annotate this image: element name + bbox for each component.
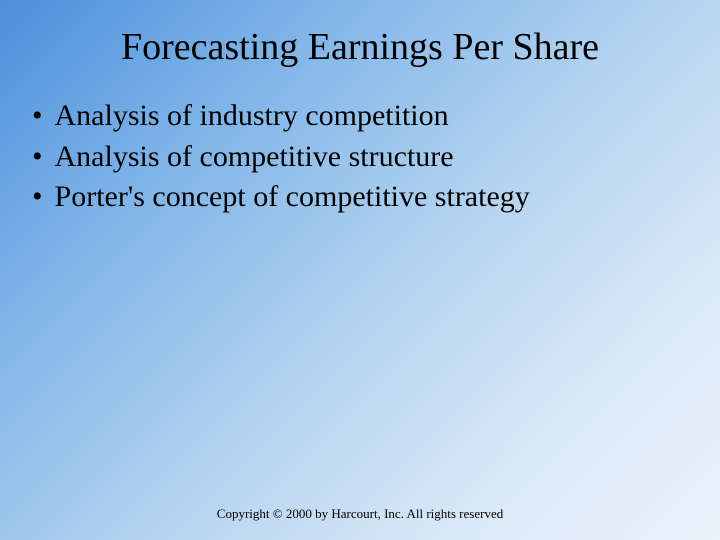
bullet-marker-icon: • bbox=[32, 178, 43, 216]
bullet-list: • Analysis of industry competition • Ana… bbox=[30, 97, 690, 216]
bullet-item: • Analysis of competitive structure bbox=[32, 138, 690, 176]
bullet-text: Porter's concept of competitive strategy bbox=[55, 178, 690, 216]
slide-title: Forecasting Earnings Per Share bbox=[30, 25, 690, 69]
copyright-footer: Copyright © 2000 by Harcourt, Inc. All r… bbox=[0, 506, 720, 522]
bullet-text: Analysis of industry competition bbox=[55, 97, 690, 135]
bullet-marker-icon: • bbox=[32, 97, 43, 135]
bullet-item: • Porter's concept of competitive strate… bbox=[32, 178, 690, 216]
bullet-marker-icon: • bbox=[32, 138, 43, 176]
bullet-item: • Analysis of industry competition bbox=[32, 97, 690, 135]
slide-container: Forecasting Earnings Per Share • Analysi… bbox=[0, 0, 720, 540]
bullet-text: Analysis of competitive structure bbox=[55, 138, 690, 176]
